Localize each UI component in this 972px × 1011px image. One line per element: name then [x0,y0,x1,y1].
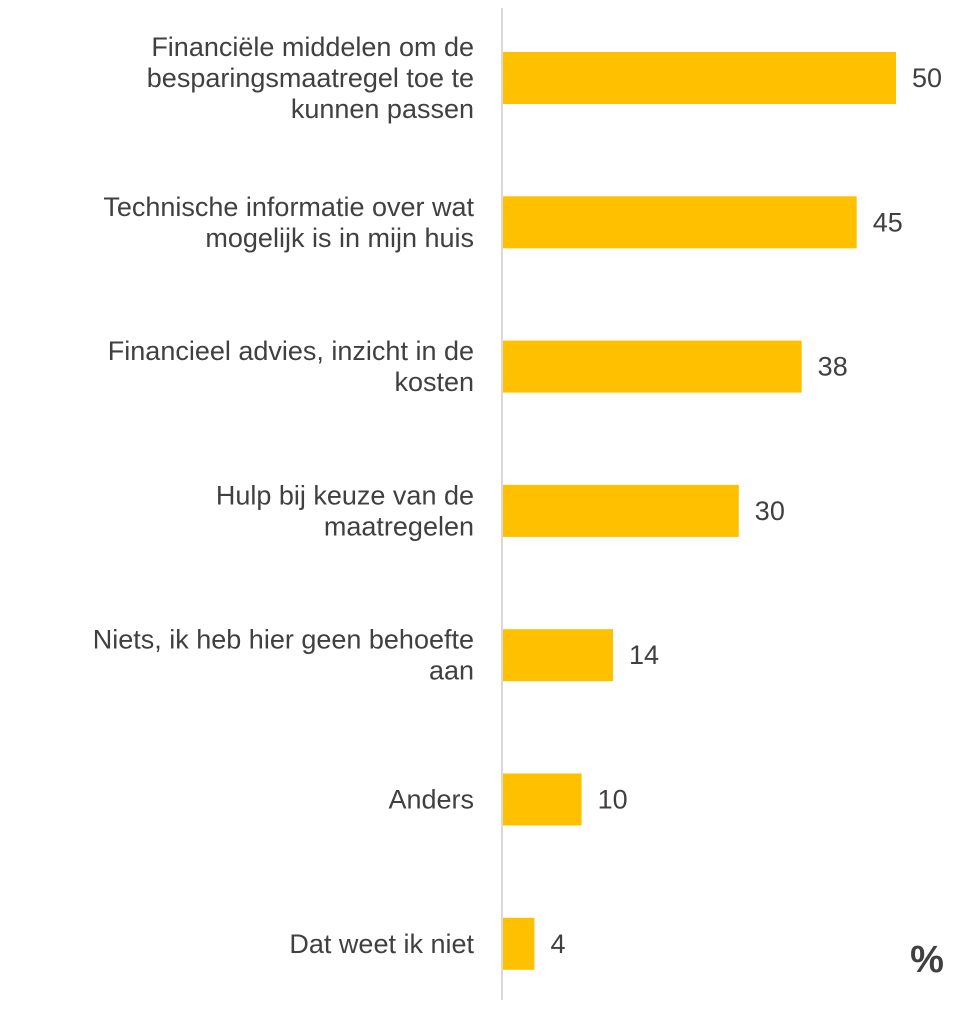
category-label-line: kosten [394,367,474,397]
category-label-line: Dat weet ik niet [289,929,474,959]
bar-1 [503,52,896,104]
category-label-3: Financieel advies, inzicht in de kosten [108,336,474,397]
category-label-line: kunnen passen [291,94,474,124]
data-label-4: 30 [755,496,785,526]
category-label-line: aan [429,656,474,686]
bars [503,52,896,970]
category-label-line: Anders [388,785,474,815]
data-labels: 50 45 38 30 14 10 4 [550,63,942,959]
data-label-2: 45 [873,207,903,237]
data-label-3: 38 [818,352,848,382]
data-label-1: 50 [912,63,942,93]
data-label-5: 14 [629,640,659,670]
unit-label: % [910,939,944,981]
data-label-7: 4 [550,929,565,959]
category-label-line: maatregelen [324,511,474,541]
category-label-line: Hulp bij keuze van de [216,480,474,510]
bar-2 [503,196,857,249]
category-label-line: mogelijk is in mijn huis [205,223,474,253]
bar-5 [503,629,614,682]
category-label-line: Technische informatie over wat [103,192,474,222]
data-label-6: 10 [598,785,628,815]
category-label-4: Hulp bij keuze van de maatregelen [216,480,474,541]
category-label-line: besparingsmaatregel toe te [147,63,474,93]
category-label-line: Financiële middelen om de [151,32,474,62]
category-label-5: Niets, ik heb hier geen behoefte aan [93,625,474,686]
category-label-line: Financieel advies, inzicht in de [108,336,474,366]
bar-7 [503,917,535,970]
category-label-7: Dat weet ik niet [289,929,474,959]
bar-6 [503,773,582,826]
category-labels: Financiële middelen om de besparingsmaatr… [93,32,475,959]
category-label-6: Anders [388,785,474,815]
bar-3 [503,340,802,393]
category-label-1: Financiële middelen om de besparingsmaatr… [147,32,474,124]
category-label-line: Niets, ik heb hier geen behoefte [93,625,474,655]
bar-4 [503,484,739,537]
category-label-2: Technische informatie over wat mogelijk i… [103,192,474,253]
